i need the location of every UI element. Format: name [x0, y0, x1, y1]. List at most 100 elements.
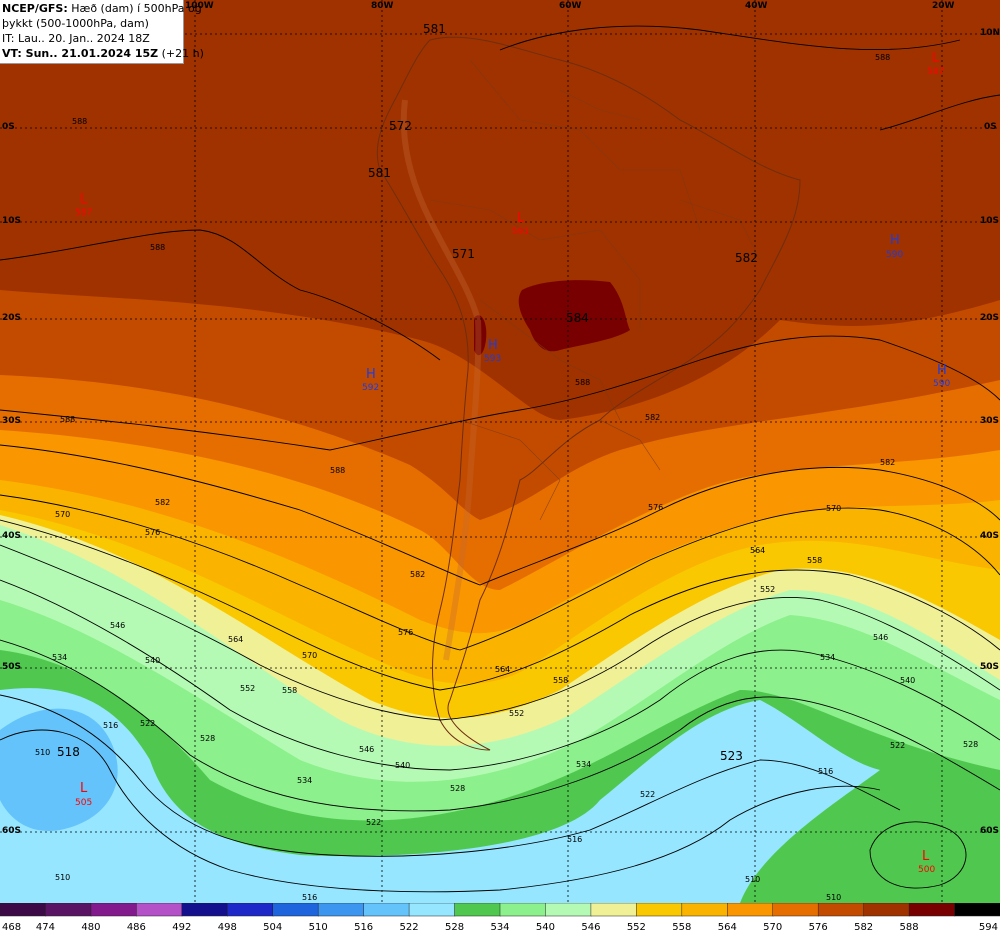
- contour-label: 510: [55, 873, 70, 882]
- center-value: 590: [886, 250, 903, 260]
- legend-value-label: 474: [36, 922, 55, 933]
- latitude-label: 30S: [980, 416, 1000, 426]
- contour-labels: 588 588 588 588 588 588 582 582 582 582 …: [35, 53, 978, 902]
- center-value: 587: [75, 208, 92, 218]
- contour-label: 558: [807, 556, 822, 565]
- latitude-label: 0S: [2, 122, 15, 132]
- contour-label: 552: [509, 709, 524, 718]
- contour-label: 510: [826, 893, 841, 902]
- legend-swatch: [363, 903, 410, 917]
- low-center: L 587: [927, 51, 944, 77]
- contour-label: 546: [873, 633, 888, 642]
- contour-label: 552: [760, 585, 775, 594]
- pressure-centers: L 587 L 587 L 591 H 590 H 592: [75, 51, 950, 875]
- contour-label: 558: [553, 676, 568, 685]
- center-letter: H: [366, 367, 376, 382]
- contour-label: 570: [302, 651, 317, 660]
- center-value: 592: [362, 383, 379, 393]
- latitude-label: 60S: [2, 826, 22, 836]
- height-contours: [0, 25, 1000, 893]
- center-letter: L: [517, 211, 525, 226]
- latitude-label: 10S: [2, 216, 22, 226]
- contour-label: 576: [398, 628, 413, 637]
- contour-label: 540: [900, 676, 915, 685]
- legend-swatch: [772, 903, 819, 917]
- contour-label: 516: [818, 767, 833, 776]
- center-value: 593: [484, 354, 501, 364]
- center-letter: L: [932, 51, 940, 66]
- field-description: Hæð (dam) í 500hPa og: [67, 2, 202, 15]
- contour-label: 546: [110, 621, 125, 630]
- longitude-label: 100W: [185, 1, 214, 11]
- legend-value-label: 570: [763, 922, 782, 933]
- contour-label: 564: [750, 546, 765, 555]
- contour-label: 588: [875, 53, 890, 62]
- contour-label: 516: [567, 835, 582, 844]
- latitude-label: 20S: [2, 313, 22, 323]
- legend-swatch: [908, 903, 956, 917]
- contour-label: 516: [302, 893, 317, 902]
- legend-value-label: 576: [809, 922, 828, 933]
- legend-swatch: [136, 903, 183, 917]
- legend-value-label: 558: [672, 922, 691, 933]
- contour-label: 522: [140, 719, 155, 728]
- thickness-label: 584: [566, 311, 589, 325]
- center-letter: L: [80, 192, 88, 207]
- contour-label: 588: [60, 415, 75, 424]
- center-value: 591: [512, 227, 529, 237]
- low-center: L 500: [918, 849, 935, 875]
- legend-value-label: 582: [854, 922, 873, 933]
- valid-time: VT: Sun.. 21.01.2024 15Z: [2, 47, 159, 60]
- contour-label: 528: [200, 734, 215, 743]
- latitude-label: 10N: [980, 28, 1000, 38]
- band-588-core: [518, 280, 630, 352]
- legend-value-label: 594: [979, 922, 998, 933]
- latitude-label: 30S: [2, 416, 22, 426]
- thickness-label: 518: [57, 745, 80, 759]
- center-value: 505: [75, 798, 92, 808]
- longitude-label: 40W: [745, 1, 768, 11]
- contour-label: 576: [648, 503, 663, 512]
- longitude-label: 20W: [932, 1, 955, 11]
- legend-value-label: 510: [309, 922, 328, 933]
- high-center: H 590: [886, 233, 903, 260]
- legend-value-label: 522: [400, 922, 419, 933]
- contour-label: 540: [395, 761, 410, 770]
- legend-swatch: [590, 903, 638, 917]
- legend-swatch: [272, 903, 319, 917]
- contour-label: 588: [330, 466, 345, 475]
- contour-label: 582: [880, 458, 895, 467]
- legend-swatch: [863, 903, 910, 917]
- legend-swatch: [408, 903, 456, 917]
- legend-swatch: [45, 903, 92, 917]
- legend-swatch: [227, 903, 274, 917]
- contour-label: 588: [150, 243, 165, 252]
- legend-value-label: 468: [2, 922, 21, 933]
- contour-label: 534: [52, 653, 67, 662]
- contour-label: 522: [890, 741, 905, 750]
- latitude-label: 10S: [980, 216, 1000, 226]
- legend-swatch: [90, 903, 138, 917]
- legend-value-label: 540: [536, 922, 555, 933]
- contour-label: 552: [240, 684, 255, 693]
- legend-value-label: 552: [627, 922, 646, 933]
- legend-swatch: [727, 903, 774, 917]
- high-center: H 590: [933, 363, 950, 389]
- legend-swatch: [181, 903, 229, 917]
- contour-label: 534: [820, 653, 835, 662]
- andes-shading: [400, 99, 482, 661]
- legend-value-label: 588: [900, 922, 919, 933]
- center-letter: L: [80, 781, 88, 796]
- band-588-andes: [474, 315, 487, 356]
- contour-label: 540: [145, 656, 160, 665]
- latitude-label: 20S: [980, 313, 1000, 323]
- legend-swatch: [317, 903, 365, 917]
- contour-label: 588: [575, 378, 590, 387]
- longitude-label: 80W: [371, 1, 394, 11]
- legend-swatch: [954, 903, 1000, 917]
- center-value: 587: [927, 67, 944, 77]
- center-letter: H: [937, 363, 947, 378]
- legend-swatch: [499, 903, 547, 917]
- contour-label: 510: [745, 875, 760, 884]
